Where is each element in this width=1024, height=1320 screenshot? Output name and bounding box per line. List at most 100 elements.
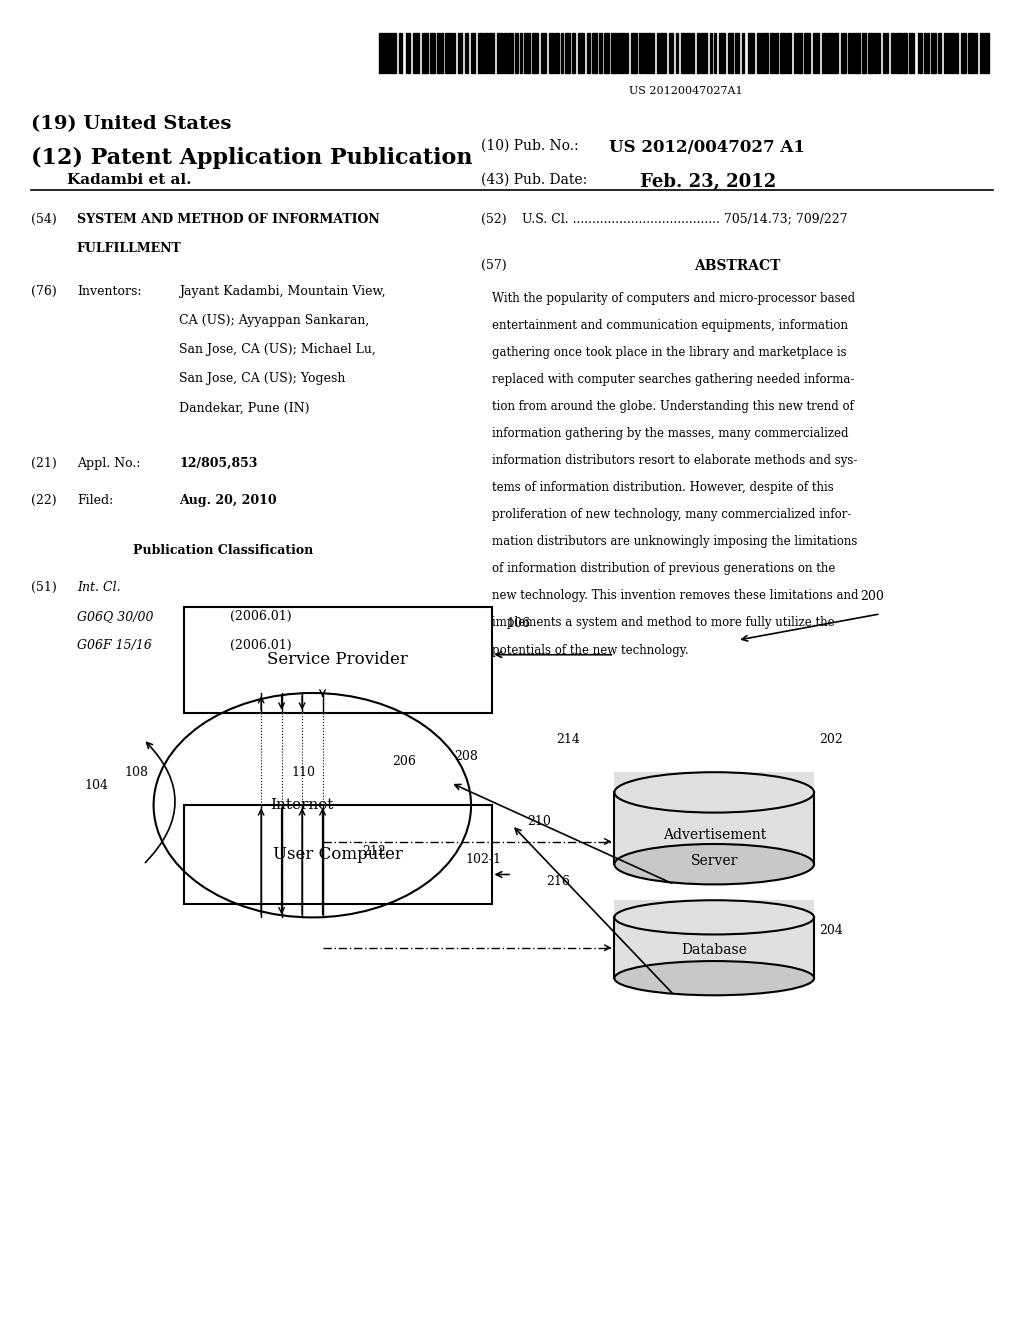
Bar	[813, 33, 819, 73]
Bar	[639, 33, 641, 73]
Text: entertainment and communication equipments, information: entertainment and communication equipmen…	[492, 319, 848, 331]
Bar	[748, 33, 754, 73]
Text: U.S. Cl. ...................................... 705/14.73; 709/227: U.S. Cl. ...............................…	[522, 213, 848, 226]
Bar	[980, 33, 983, 73]
Text: (43) Pub. Date:: (43) Pub. Date:	[481, 173, 588, 187]
Ellipse shape	[614, 772, 814, 813]
Bar	[878, 33, 880, 73]
Text: With the popularity of computers and micro-processor based: With the popularity of computers and mic…	[492, 292, 855, 305]
Text: replaced with computer searches gathering needed informa-: replaced with computer searches gatherin…	[492, 374, 854, 385]
Text: potentials of the new technology.: potentials of the new technology.	[492, 644, 688, 656]
Bar	[565, 33, 570, 73]
Bar	[909, 33, 914, 73]
Text: 110: 110	[292, 766, 315, 779]
Text: Publication Classification: Publication Classification	[133, 544, 313, 557]
Bar	[827, 33, 833, 73]
Ellipse shape	[614, 961, 814, 995]
Text: Dandekar, Pune (IN): Dandekar, Pune (IN)	[179, 401, 309, 414]
Bar	[719, 33, 725, 73]
Bar	[508, 33, 513, 73]
Bar	[611, 33, 616, 73]
Text: tion from around the globe. Understanding this new trend of: tion from around the globe. Understandin…	[492, 400, 853, 413]
Text: San Jose, CA (US); Yogesh: San Jose, CA (US); Yogesh	[179, 372, 345, 385]
Text: tems of information distribution. However, despite of this: tems of information distribution. Howeve…	[492, 482, 834, 494]
Bar	[961, 33, 966, 73]
Text: (51): (51)	[31, 581, 56, 594]
Bar	[385, 33, 389, 73]
Text: 204: 204	[819, 924, 843, 937]
Bar	[701, 33, 707, 73]
Bar	[950, 33, 954, 73]
Bar	[883, 33, 885, 73]
Bar	[478, 33, 483, 73]
Bar	[924, 33, 926, 73]
Text: Aug. 20, 2010: Aug. 20, 2010	[179, 494, 276, 507]
Bar	[390, 33, 396, 73]
Bar	[437, 33, 440, 73]
Text: G06Q 30/00: G06Q 30/00	[77, 610, 154, 623]
Text: mation distributors are unknowingly imposing the limitations: mation distributors are unknowingly impo…	[492, 536, 857, 548]
Text: US 2012/0047027 A1: US 2012/0047027 A1	[609, 139, 805, 156]
Bar	[465, 33, 468, 73]
Text: (54): (54)	[31, 213, 56, 226]
Text: (52): (52)	[481, 213, 507, 226]
Text: FULFILLMENT: FULFILLMENT	[77, 242, 181, 255]
Bar	[625, 33, 628, 73]
Text: implements a system and method to more fully utilize the: implements a system and method to more f…	[492, 616, 835, 630]
Bar	[504, 33, 507, 73]
Text: CA (US); Ayyappan Sankaran,: CA (US); Ayyappan Sankaran,	[179, 314, 370, 327]
Bar	[520, 33, 522, 73]
Bar	[931, 33, 936, 73]
Bar	[614, 772, 814, 865]
Bar	[903, 33, 907, 73]
Bar	[184, 805, 492, 904]
Bar	[592, 33, 597, 73]
Text: Service Provider: Service Provider	[267, 652, 409, 668]
Bar	[645, 33, 651, 73]
Text: of information distribution of previous generations on the: of information distribution of previous …	[492, 562, 835, 576]
Text: SYSTEM AND METHOD OF INFORMATION: SYSTEM AND METHOD OF INFORMATION	[77, 213, 380, 226]
Bar	[728, 33, 733, 73]
Bar	[587, 33, 590, 73]
Bar	[422, 33, 428, 73]
Text: new technology. This invention removes these limitations and: new technology. This invention removes t…	[492, 590, 858, 602]
Bar	[797, 33, 802, 73]
Bar	[886, 33, 888, 73]
Ellipse shape	[614, 900, 814, 935]
Text: (2006.01): (2006.01)	[230, 639, 292, 652]
Bar	[944, 33, 946, 73]
Bar	[742, 33, 744, 73]
Bar	[184, 607, 492, 713]
Text: Kadambi et al.: Kadambi et al.	[67, 173, 191, 187]
Text: 212: 212	[361, 845, 386, 858]
Bar	[532, 33, 538, 73]
Bar	[399, 33, 402, 73]
Text: 106: 106	[507, 616, 530, 630]
Text: Int. Cl.: Int. Cl.	[77, 581, 121, 594]
Bar	[975, 33, 977, 73]
Bar	[413, 33, 419, 73]
Text: US 20120047027A1: US 20120047027A1	[630, 86, 742, 96]
Bar	[955, 33, 958, 73]
Bar	[515, 33, 518, 73]
Bar	[561, 33, 563, 73]
Bar	[497, 33, 503, 73]
Text: (57): (57)	[481, 259, 507, 272]
Bar	[714, 33, 716, 73]
Bar	[968, 33, 974, 73]
Bar	[652, 33, 654, 73]
Bar	[642, 33, 644, 73]
Bar	[524, 33, 530, 73]
Text: (10) Pub. No.:: (10) Pub. No.:	[481, 139, 579, 153]
Bar	[735, 33, 739, 73]
Text: Internet: Internet	[270, 799, 334, 812]
Bar	[775, 33, 778, 73]
Bar	[406, 33, 410, 73]
Bar	[676, 33, 678, 73]
Text: gathering once took place in the library and marketplace is: gathering once took place in the library…	[492, 346, 846, 359]
Bar	[614, 900, 814, 978]
Bar	[780, 33, 785, 73]
Bar	[441, 33, 443, 73]
Text: 216: 216	[546, 875, 570, 888]
Text: proliferation of new technology, many commercialized infor-: proliferation of new technology, many co…	[492, 508, 851, 521]
